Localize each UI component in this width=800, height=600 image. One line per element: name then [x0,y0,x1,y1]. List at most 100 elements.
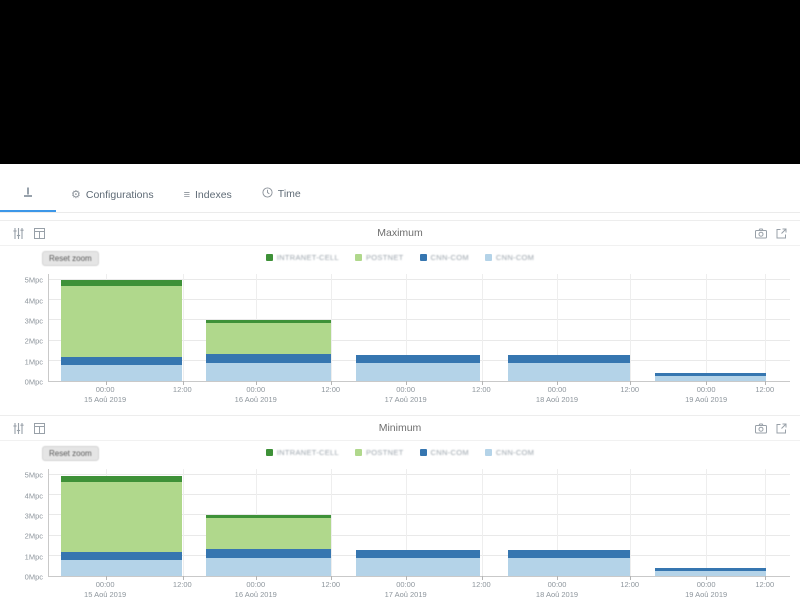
tick-time: 00:00 [547,580,567,589]
legend: INTRANET-CELL POSTNET CNN-COM CNN-COM [0,253,800,262]
bar-segment [355,557,481,576]
header-icons-left [12,422,46,435]
y-axis-tick-label: 0Mpc [24,377,43,387]
legend-label: INTRANET-CELL [276,253,339,262]
grid-line-vertical [629,274,631,381]
table-icon[interactable] [33,227,46,240]
tick-time: 12:00 [321,580,341,589]
x-axis-tick [331,576,333,580]
external-link-icon[interactable] [775,422,788,435]
chart-header: Minimum [0,416,800,441]
grid-line-vertical [183,274,185,381]
plot-area[interactable] [48,469,790,580]
chart-body: Reset zoom INTRANET-CELL POSTNET CNN-COM CN… [0,441,800,600]
tick-time: 00:00 [396,385,416,394]
bar-segment [355,549,481,558]
legend-label: POSTNET [366,253,404,262]
x-axis-tick-label: 12:00 [620,385,639,395]
x-axis-tick [183,576,185,580]
tick-time: 12:00 [755,385,775,394]
legend-item[interactable]: INTRANET-CELL [265,253,339,262]
grid-line-vertical [183,469,185,576]
legend-item[interactable]: POSTNET [355,253,404,262]
header-icons-right [754,227,788,240]
legend-swatch [265,449,273,456]
legend-item[interactable]: INTRANET-CELL [265,448,339,457]
y-axis-tick-label: 2Mpc [24,336,43,346]
tune-icon[interactable] [12,422,25,435]
list-icon: ≡ [183,188,191,201]
x-axis-tick [331,381,333,385]
reset-zoom-button[interactable]: Reset zoom [42,446,99,461]
grid-line-vertical [406,274,408,381]
bar-segment [655,567,767,571]
grid-line-vertical [764,469,766,576]
x-axis-tick-label: 00:00 15 Aoû 2019 [84,580,126,600]
legend-item[interactable]: CNN-COM [484,448,534,457]
table-icon[interactable] [33,422,46,435]
bar-segment [206,362,331,381]
tab-graph[interactable] [0,186,56,212]
x-axis-tick [629,576,631,580]
x-axis-tick-label: 12:00 [173,580,192,590]
legend-label: CNN-COM [430,448,469,457]
x-axis-tick [629,381,631,385]
x-axis-tick [106,576,108,580]
stacked-bar [655,274,767,381]
tick-date: 19 Aoû 2019 [685,590,728,600]
tick-time: 12:00 [471,385,491,394]
legend-swatch [484,254,492,261]
bar-segment [60,286,182,357]
tab-configurations[interactable]: ⚙ Configurations [56,189,169,212]
bar-segment [206,353,331,363]
camera-icon[interactable] [754,422,767,435]
header-icons-left [12,227,46,240]
grid-line-vertical [629,469,631,576]
camera-icon[interactable] [754,227,767,240]
chart-header: Maximum [0,221,800,246]
chart-controls-row: Reset zoom INTRANET-CELL POSTNET CNN-COM CN… [0,445,800,462]
tick-date: 16 Aoû 2019 [234,395,277,405]
tick-time: 12:00 [172,385,192,394]
legend-item[interactable]: CNN-COM [419,448,469,457]
legend-label: CNN-COM [495,253,535,262]
external-link-icon[interactable] [775,227,788,240]
grid-line-horizontal [49,534,790,536]
stacked-bar [206,274,331,381]
plot-area[interactable] [48,274,790,385]
legend-item[interactable]: CNN-COM [484,253,535,262]
bar-segment [60,476,182,483]
x-axis-tick [764,576,766,580]
x-axis-tick [183,381,185,385]
x-axis-tick-label: 00:00 17 Aoû 2019 [385,385,427,405]
tick-date: 17 Aoû 2019 [384,395,427,405]
reset-zoom-button[interactable]: Reset zoom [42,251,99,266]
legend-swatch [355,254,362,261]
x-axis-tick [256,576,258,580]
grid-line-horizontal [49,494,790,496]
stacked-bar [60,274,182,381]
y-axis-tick-label: 4Mpc [24,296,43,305]
grid-line-vertical [481,274,483,381]
x-axis-tick-label: 12:00 [755,385,774,395]
x-axis-tick [557,576,559,580]
tab-indexes[interactable]: ≡ Indexes [169,189,247,212]
legend-label: CNN-COM [430,253,469,262]
tick-time: 00:00 [696,580,716,589]
bar-segment [60,356,182,365]
grid-line-vertical [557,469,559,576]
legend-item[interactable]: CNN-COM [419,253,469,262]
bar-segment [206,548,331,558]
grid-line-vertical [331,274,333,381]
chart-title: Maximum [377,227,423,239]
tune-icon[interactable] [12,227,25,240]
chart-controls-row: Reset zoom INTRANET-CELL POSTNET CNN-COM CN… [0,250,800,267]
legend-swatch [484,449,492,456]
legend-item[interactable]: POSTNET [355,448,404,457]
tick-date: 15 Aoû 2019 [84,590,127,600]
y-axis-tick-label: 5Mpc [24,470,43,480]
stacked-bar [655,469,767,576]
tab-time[interactable]: Time [247,187,316,212]
x-axis-tick [106,381,108,385]
bar-segment [508,354,630,363]
